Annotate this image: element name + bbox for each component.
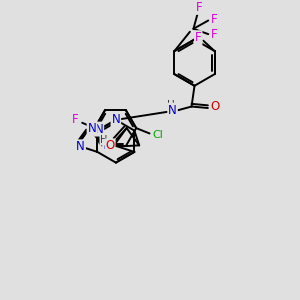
Text: N: N	[168, 103, 177, 117]
Text: H: H	[167, 100, 175, 110]
Text: F: F	[211, 14, 217, 26]
Text: F: F	[211, 28, 217, 41]
Text: O: O	[211, 100, 220, 113]
Text: N: N	[94, 123, 103, 136]
Text: N: N	[112, 113, 120, 126]
Text: F: F	[72, 113, 79, 126]
Text: H: H	[100, 135, 107, 145]
Text: Cl: Cl	[152, 130, 163, 140]
Text: N: N	[76, 140, 85, 153]
Text: F: F	[195, 31, 202, 44]
Text: N: N	[88, 122, 96, 134]
Text: F: F	[196, 1, 202, 14]
Text: N: N	[103, 139, 112, 152]
Text: O: O	[105, 139, 115, 152]
